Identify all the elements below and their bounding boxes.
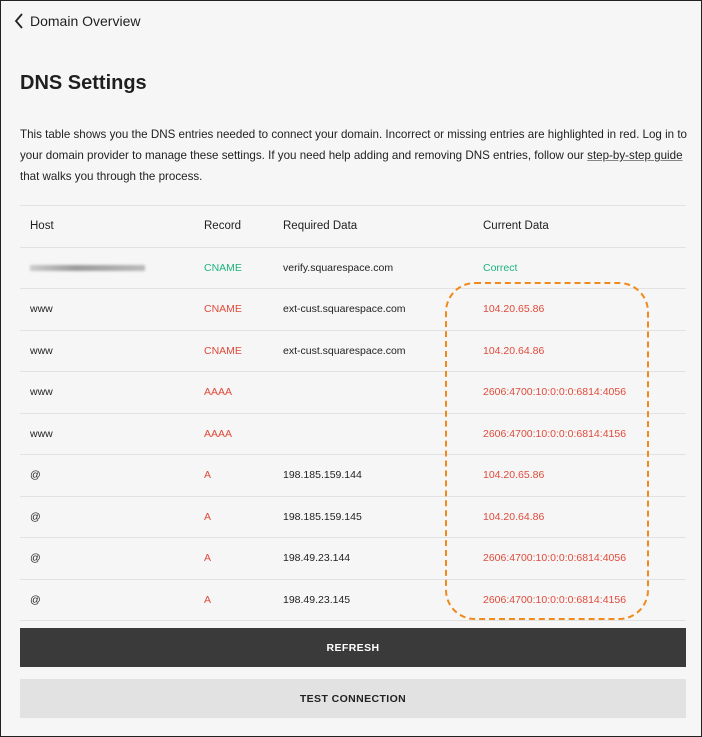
table-row: @ A 198.185.159.145 104.20.64.86 [20,497,686,538]
page-title: DNS Settings [20,72,147,94]
required-data-cell: 198.49.23.145 [283,593,351,606]
header-host: Host [30,220,54,233]
table-row: www CNAME ext-cust.squarespace.com 104.20.6… [20,331,686,372]
current-data-cell: 104.20.64.86 [483,344,545,357]
current-data-cell: 2606:4700:10:0:0:0:6814:4056 [483,386,627,399]
description-text: This table shows you the DNS entries nee… [20,128,688,162]
current-data-cell: 2606:4700:10:0:0:0:6814:4056 [483,552,627,565]
table-row: www AAAA 2606:4700:10:0:0:0:6814:4056 [20,372,686,414]
description: This table shows you the DNS entries nee… [20,124,690,187]
current-data-cell: 2606:4700:10:0:0:0:6814:4156 [483,593,627,606]
current-data-cell: 104.20.65.86 [483,303,545,316]
table-row: www AAAA 2606:4700:10:0:0:0:6814:4156 [20,414,686,455]
table-row: CNAME verify.squarespace.com Correct [20,248,686,289]
host-cell: www [30,427,53,440]
description-text-end: that walks you through the process. [20,170,203,183]
record-cell: CNAME [204,303,242,316]
required-data-cell: 198.185.159.144 [283,469,362,482]
required-data-cell: ext-cust.squarespace.com [283,303,406,316]
required-data-cell: 198.185.159.145 [283,510,362,523]
host-cell: www [30,344,53,357]
record-cell: A [204,469,212,482]
required-data-cell: 198.49.23.144 [283,552,351,565]
step-by-step-guide-link[interactable]: step-by-step guide [587,149,683,162]
record-cell: AAAA [204,427,233,440]
record-cell: CNAME [204,344,242,357]
header-required-data: Required Data [283,220,358,233]
required-data-cell: verify.squarespace.com [283,261,394,274]
chevron-left-icon [14,13,23,29]
record-cell: CNAME [204,261,242,274]
host-cell: www [30,386,53,399]
host-cell: @ [30,510,41,523]
back-link[interactable]: Domain Overview [14,13,140,29]
test-connection-button[interactable]: TEST CONNECTION [20,679,686,718]
required-data-cell: ext-cust.squarespace.com [283,344,406,357]
header-current-data: Current Data [483,220,549,233]
current-data-cell: 104.20.64.86 [483,510,545,523]
dns-table: Host Record Required Data Current Data C… [20,205,686,621]
table-row: @ A 198.49.23.145 2606:4700:10:0:0:0:6814:4… [20,580,686,621]
host-cell: @ [30,469,41,482]
table-row: @ A 198.49.23.144 2606:4700:10:0:0:0:6814:4… [20,538,686,580]
host-cell: @ [30,552,41,565]
header-record: Record [204,220,242,233]
table-row: @ A 198.185.159.144 104.20.65.86 [20,455,686,497]
record-cell: A [204,593,212,606]
record-cell: AAAA [204,386,233,399]
redacted-host [30,264,145,271]
current-data-cell: Correct [483,261,518,274]
current-data-cell: 2606:4700:10:0:0:0:6814:4156 [483,427,627,440]
current-data-cell: 104.20.65.86 [483,469,545,482]
back-label: Domain Overview [30,13,141,29]
record-cell: A [204,552,212,565]
refresh-button[interactable]: REFRESH [20,628,686,667]
host-cell: @ [30,593,41,606]
record-cell: A [204,510,212,523]
table-header: Host Record Required Data Current Data [20,206,686,248]
host-cell: www [30,303,53,316]
table-row: www CNAME ext-cust.squarespace.com 104.20.6… [20,289,686,331]
